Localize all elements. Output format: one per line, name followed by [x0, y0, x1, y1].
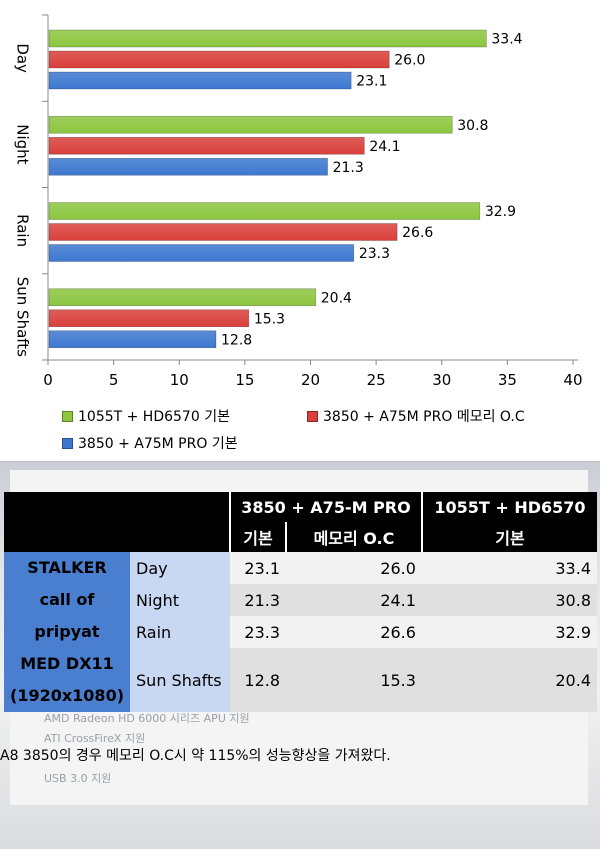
legend-swatch-1: [62, 410, 73, 422]
bar: [48, 71, 352, 90]
bar: [48, 50, 390, 69]
table-row: Rain 23.3 26.6 32.9: [4, 616, 597, 648]
value-cell: 23.3: [230, 616, 287, 648]
value-cell: 23.1: [230, 552, 287, 584]
x-tick-label: 35: [498, 371, 517, 389]
game-label-line-3: pripyat: [34, 622, 100, 641]
value-cell: 20.4: [421, 648, 597, 712]
data-label: 21.3: [333, 160, 364, 176]
bar: [48, 244, 355, 262]
bar: [48, 330, 217, 349]
game-label-line-2: call of: [39, 590, 95, 609]
condition-cell: Sun Shafts: [130, 648, 231, 712]
value-cell: 15.3: [286, 648, 422, 712]
legend-label-1: 1055T + HD6570 기본: [78, 409, 230, 425]
x-tick-label: 25: [367, 371, 386, 389]
group-header-cpu: 1055T + HD6570: [420, 492, 597, 522]
bar: [48, 115, 453, 134]
value-cell: 33.4: [421, 552, 597, 584]
x-tick-label: 15: [235, 371, 254, 389]
chart-panel: 0 5 10 15 20 25 30 35 40 Day Night Rain Sun Shafts 33…: [0, 0, 600, 462]
bar-chart: 0 5 10 15 20 25 30 35 40 Day Night Rain Sun Shafts 33…: [14, 14, 583, 389]
value-cell: 26.6: [286, 616, 422, 648]
data-label: 23.1: [356, 74, 387, 90]
bar: [48, 157, 328, 176]
value-cell: 26.0: [286, 552, 422, 584]
legend-item-2: 3850 + A75M PRO 메모리 O.C: [307, 406, 525, 426]
background-text-2: ATI CrossFireX 지원: [44, 732, 146, 745]
category-label: Sun Shafts: [14, 277, 32, 357]
value-cell: 21.3: [230, 584, 287, 616]
x-tick-label: 20: [301, 371, 320, 389]
x-tick-label: 30: [432, 371, 451, 389]
value-cell: 12.8: [230, 648, 287, 712]
sub-header-1: 기본: [229, 522, 287, 552]
value-cell: 24.1: [286, 584, 422, 616]
bar: [48, 202, 481, 220]
condition-cell: Rain: [130, 616, 231, 648]
game-label-line-5: (1920x1080): [10, 686, 125, 705]
x-tick-label: 5: [109, 371, 119, 389]
table-row: Night 21.3 24.1 30.8: [4, 584, 597, 616]
caption-text: A8 3850의 경우 메모리 O.C시 약 115%의 성능향상을 가져왔다.: [0, 748, 391, 764]
legend-swatch-2: [307, 410, 318, 422]
legend-label-3: 3850 + A75M PRO 기본: [78, 436, 238, 452]
background-text-1: AMD Radeon HD 6000 시리즈 APU 지원: [44, 712, 250, 725]
category-label: Night: [14, 124, 32, 164]
x-tick-label: 10: [170, 371, 189, 389]
data-label: 30.8: [457, 118, 488, 134]
legend-label-2: 3850 + A75M PRO 메모리 O.C: [323, 409, 525, 425]
game-label-line-4: MED DX11: [20, 654, 114, 673]
data-label: 12.8: [221, 332, 252, 348]
x-tick-label: 40: [563, 371, 582, 389]
table-row: STALKER call of pripyat MED DX11 (1920x1…: [4, 552, 597, 712]
bar: [48, 29, 487, 48]
data-label: 15.3: [254, 311, 285, 327]
condition-cell: Day: [130, 552, 231, 584]
data-label: 23.3: [359, 246, 390, 262]
bar: [48, 288, 317, 307]
legend-item-3: 3850 + A75M PRO 기본: [62, 433, 238, 453]
data-label: 33.4: [491, 32, 522, 48]
bar: [48, 309, 250, 328]
table-corner: [4, 492, 231, 552]
condition-cell: Night: [130, 584, 231, 616]
legend-item-1: 1055T + HD6570 기본: [62, 406, 230, 426]
table-row: Sun Shafts 12.8 15.3 20.4: [4, 648, 597, 712]
data-label: 26.0: [394, 53, 425, 69]
legend-swatch-3: [62, 437, 73, 449]
value-cell: 30.8: [421, 584, 597, 616]
group-header-apu: 3850 + A75-M PRO: [229, 492, 422, 522]
data-label: 24.1: [369, 139, 400, 155]
game-label-line-1: STALKER: [27, 558, 107, 577]
data-label: 26.6: [402, 225, 433, 241]
sub-header-3: 기본: [420, 522, 597, 552]
game-label: STALKER call of pripyat MED DX11 (1920x1…: [4, 552, 131, 712]
bar: [48, 223, 398, 241]
data-label: 32.9: [485, 204, 516, 220]
category-label: Day: [14, 43, 32, 73]
x-tick-label: 0: [43, 371, 53, 389]
category-label: Rain: [14, 214, 32, 247]
value-cell: 32.9: [421, 616, 597, 648]
background-text-3: USB 3.0 지원: [44, 772, 112, 785]
results-table: 3850 + A75-M PRO 1055T + HD6570 기본 메모리 O…: [4, 492, 597, 712]
bar: [48, 136, 365, 155]
sub-header-2: 메모리 O.C: [285, 522, 422, 552]
data-label: 20.4: [321, 290, 352, 306]
